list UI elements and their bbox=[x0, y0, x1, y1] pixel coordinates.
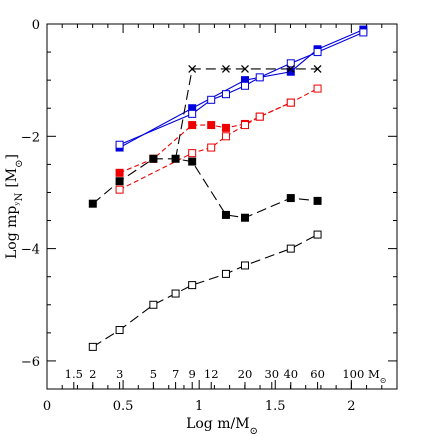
y-tick-label: −2 bbox=[21, 130, 40, 145]
y-axis-title-unit-sub: ⊙ bbox=[14, 159, 25, 167]
x-tick-label: 1.5 bbox=[265, 399, 286, 414]
mass-tick-label: 100 M⊙ bbox=[342, 367, 386, 385]
y-tick-label: 0 bbox=[32, 18, 40, 33]
data-point bbox=[188, 109, 197, 118]
data-point bbox=[240, 121, 249, 130]
mass-tick-label: 20 bbox=[238, 367, 253, 381]
mass-tick-label: 30 bbox=[264, 367, 279, 381]
y-axis-title: Log mpʸN [M⊙] bbox=[4, 154, 25, 259]
mass-tick-label: 1.5 bbox=[65, 367, 83, 381]
mass-tick-label: 40 bbox=[283, 367, 298, 381]
data-point bbox=[115, 326, 124, 335]
mass-tick-label: 12 bbox=[204, 367, 219, 381]
data-point-stroke bbox=[286, 64, 295, 73]
x-tick-label: 1 bbox=[195, 399, 203, 414]
data-point bbox=[221, 132, 230, 141]
y-tick-label: −4 bbox=[21, 243, 40, 258]
data-point bbox=[286, 244, 295, 253]
plot-frame bbox=[46, 23, 398, 390]
series-5 bbox=[171, 64, 322, 163]
data-point-stroke bbox=[241, 64, 249, 73]
series-3 bbox=[115, 84, 322, 194]
data-point bbox=[221, 90, 230, 99]
data-point bbox=[207, 95, 216, 104]
series-line bbox=[119, 102, 292, 174]
data-point bbox=[313, 84, 322, 93]
data-point bbox=[286, 98, 295, 107]
data-point bbox=[188, 157, 197, 166]
y-axis-title-unit-close: ] bbox=[4, 154, 20, 159]
series-2 bbox=[115, 98, 295, 177]
data-point bbox=[207, 143, 216, 152]
data-point bbox=[221, 269, 230, 278]
axis-ticks bbox=[46, 23, 398, 390]
x-axis-title-sub: ⊙ bbox=[250, 426, 258, 436]
series-line bbox=[175, 68, 318, 159]
series-line bbox=[92, 234, 318, 348]
data-point bbox=[188, 64, 197, 73]
series-1 bbox=[115, 28, 368, 149]
data-point bbox=[313, 196, 322, 205]
data-point bbox=[149, 154, 158, 163]
data-point bbox=[115, 185, 124, 194]
data-point-stroke bbox=[313, 64, 322, 73]
data-point bbox=[241, 64, 249, 73]
data-point bbox=[171, 289, 180, 298]
data-point bbox=[115, 177, 124, 186]
data-point bbox=[221, 123, 230, 132]
y-axis-title-main: Log mp bbox=[4, 206, 20, 259]
data-point bbox=[255, 112, 264, 121]
mass-tick-label: 3 bbox=[116, 367, 123, 381]
data-point-stroke bbox=[221, 64, 230, 73]
data-point bbox=[207, 121, 216, 130]
data-point bbox=[286, 64, 295, 73]
mass-tick-label: 7 bbox=[172, 367, 179, 381]
data-point bbox=[188, 121, 197, 130]
x-axis-title: Log m/M⊙ bbox=[186, 416, 258, 436]
data-point bbox=[286, 59, 295, 68]
data-point bbox=[240, 213, 249, 222]
mass-unit-sub: ⊙ bbox=[380, 376, 387, 385]
data-point bbox=[240, 261, 249, 270]
mass-scale: 1.5 2 3 5 7 9 12 20 30 40 60 100 M⊙ bbox=[65, 367, 386, 389]
data-point bbox=[286, 194, 295, 203]
data-point bbox=[359, 28, 368, 37]
y-tick-label: −6 bbox=[21, 355, 40, 370]
y-axis-title-unit: [M bbox=[4, 168, 20, 188]
x-tick-label: 2 bbox=[347, 399, 355, 414]
data-point bbox=[115, 140, 124, 149]
mass-tick-label: 2 bbox=[89, 367, 96, 381]
data-point-stroke bbox=[188, 64, 197, 73]
data-point bbox=[115, 168, 124, 177]
data-point bbox=[313, 64, 322, 73]
data-point bbox=[221, 210, 230, 219]
data-point-stroke bbox=[171, 154, 180, 163]
series-4 bbox=[88, 154, 322, 222]
mass-tick-label: 5 bbox=[150, 367, 157, 381]
data-point bbox=[171, 154, 180, 163]
axis-tick-labels: 0 0.5 1 1.5 20−2−4−6 bbox=[21, 18, 356, 414]
x-tick-label: 0 bbox=[43, 399, 51, 414]
data-point bbox=[240, 81, 249, 90]
series-layer bbox=[88, 25, 368, 351]
data-point bbox=[313, 48, 322, 57]
data-point bbox=[188, 281, 197, 290]
data-point bbox=[88, 342, 97, 351]
series-line bbox=[119, 29, 364, 149]
mass-tick-label: 9 bbox=[189, 367, 196, 381]
series-6 bbox=[88, 230, 322, 351]
data-point bbox=[88, 199, 97, 208]
mass-tick-label: 60 bbox=[310, 367, 325, 381]
series-line bbox=[92, 158, 318, 219]
data-point bbox=[221, 64, 230, 73]
data-point bbox=[255, 73, 264, 82]
y-axis-title-sub: ʸN bbox=[14, 192, 25, 205]
x-axis-title-main: Log m/M bbox=[186, 416, 249, 432]
data-point bbox=[313, 230, 322, 239]
data-point bbox=[188, 149, 197, 158]
data-point bbox=[149, 300, 158, 309]
x-tick-label: 0.5 bbox=[113, 399, 134, 414]
